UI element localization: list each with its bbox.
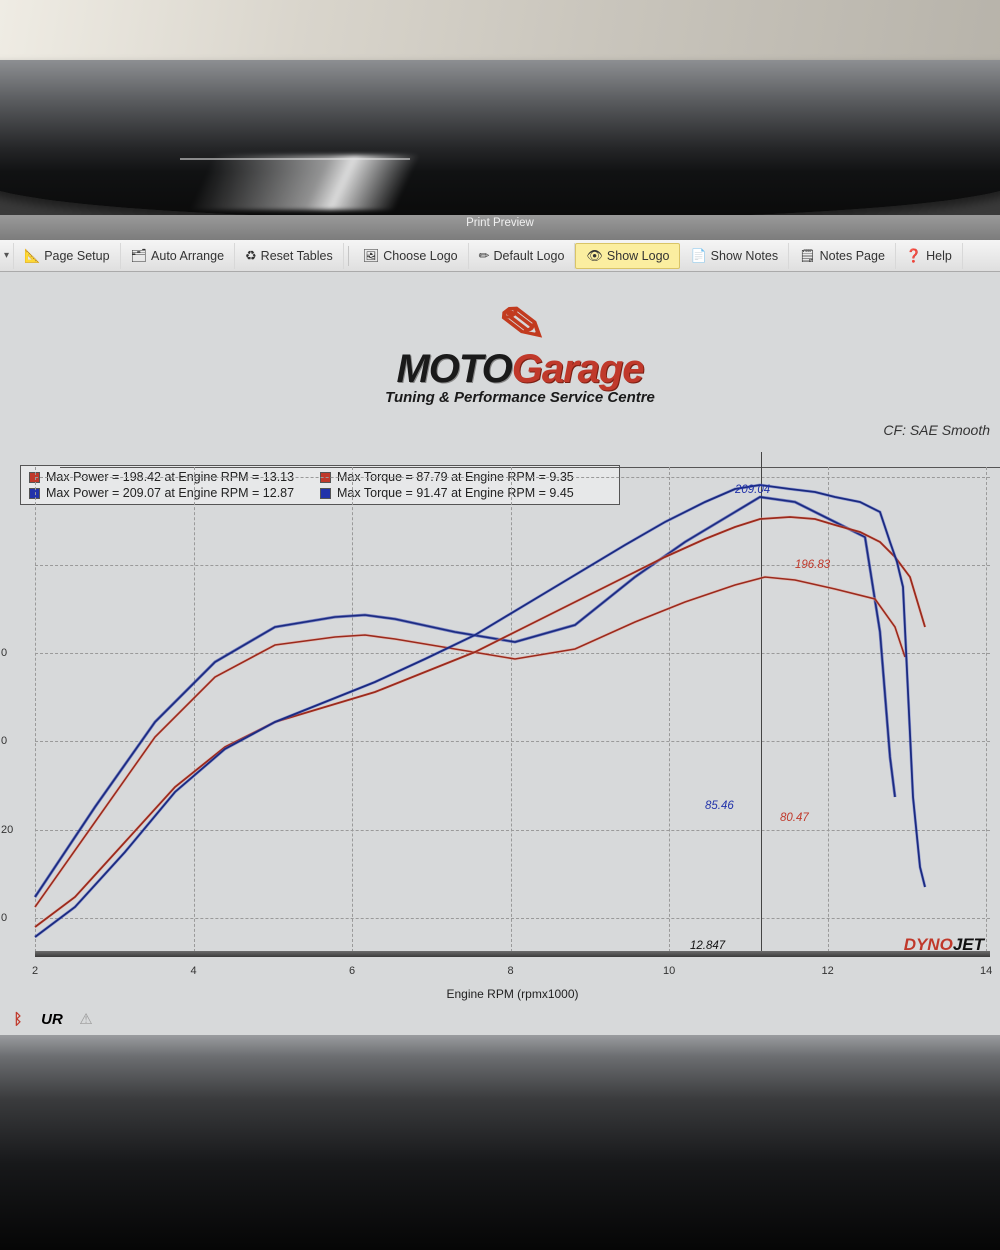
annotation-power-peak-blue: 209.04	[735, 484, 770, 496]
y-tick-0-mid2: 0	[1, 647, 7, 659]
reset-tables-icon: ♻	[245, 248, 257, 264]
app-toolbar: ▾ 📐 Page Setup 🗂 Auto Arrange ♻ Reset Ta…	[0, 240, 1000, 272]
toolbar-button-choose-logo[interactable]: 🖼 Choose Logo	[353, 243, 469, 269]
toolbar-label-help: Help	[926, 249, 952, 263]
toolbar-button-page-setup[interactable]: 📐 Page Setup	[14, 243, 121, 269]
toolbar-button-default-logo[interactable]: ✏ Default Logo	[469, 243, 576, 269]
x-tick-10: 10	[663, 965, 675, 977]
annotation-power-peak-red: 196.83	[795, 559, 830, 571]
toolbar-label-choose-logo: Choose Logo	[383, 249, 457, 263]
toolbar-label-show-logo: Show Logo	[607, 249, 670, 263]
annotation-torque-peak-red: 80.47	[780, 812, 809, 824]
report-content: ✎ MOTOGarage Tuning & Performance Servic…	[0, 272, 1000, 1035]
toolbar-button-reset-tables[interactable]: ♻ Reset Tables	[235, 243, 344, 269]
x-axis-title: Engine RPM (rpmx1000)	[35, 987, 990, 1001]
toolbar-label-auto-arrange: Auto Arrange	[151, 249, 224, 263]
toolbar-label-notes-page: Notes Page	[820, 249, 885, 263]
company-logo: ✎ MOTOGarage Tuning & Performance Servic…	[340, 297, 700, 406]
toolbar-divider-1	[348, 246, 349, 266]
help-icon: ❓	[906, 248, 922, 264]
logo-text-garage: Garage	[512, 347, 644, 391]
torque-curve-blue-halo	[35, 497, 895, 897]
toolbar-label-page-setup: Page Setup	[44, 249, 109, 263]
x-tick-6: 6	[349, 965, 355, 977]
toolbar-label-reset-tables: Reset Tables	[261, 249, 333, 263]
notes-page-icon: 🗒	[799, 248, 816, 264]
torque-curve-red-halo	[35, 577, 905, 907]
taskbar-icon-warning-triangle[interactable]: ⚠	[76, 1009, 96, 1029]
monitor-screen: Print Preview ▾ 📐 Page Setup 🗂 Auto Arra…	[0, 215, 1000, 1035]
logo-text-moto: MOTO	[396, 347, 511, 391]
power-curve-blue-halo	[35, 485, 925, 937]
toolbar-button-auto-arrange[interactable]: 🗂 Auto Arrange	[121, 243, 235, 269]
chart-plot-area[interactable]: 209.04 196.83 85.46 80.47 12.847 DYNOJET…	[35, 467, 990, 957]
show-notes-icon: 📄	[690, 248, 706, 264]
x-tick-12: 12	[822, 965, 834, 977]
y-tick-0-bottom: 0	[1, 912, 7, 924]
default-logo-icon: ✏	[479, 248, 490, 264]
annotation-torque-peak-blue: 85.46	[705, 800, 734, 812]
window-title-text: Print Preview	[0, 217, 1000, 229]
taskbar-icon-ur-logo[interactable]: UR	[42, 1009, 62, 1029]
dyno-chart: Max Power = 198.42 at Engine RPM = 13.13…	[10, 467, 990, 997]
power-curve-blue	[35, 485, 925, 937]
correction-factor-label: CF: SAE Smooth	[883, 422, 990, 438]
taskbar-icon-devil-logo[interactable]: ᛒ	[8, 1009, 28, 1029]
photo-scene: Print Preview ▾ 📐 Page Setup 🗂 Auto Arra…	[0, 0, 1000, 1250]
toolbar-button-show-logo[interactable]: 👁 Show Logo	[575, 243, 680, 269]
show-logo-icon: 👁	[586, 248, 603, 264]
bezel-seam-line	[180, 158, 410, 170]
windows-taskbar-icons: ᛒ UR ⚠	[8, 1009, 96, 1029]
chart-x-axis-line	[35, 951, 990, 957]
toolbar-button-help[interactable]: ❓ Help	[896, 243, 963, 269]
y-tick-0-mid1: 0	[1, 735, 7, 747]
y-tick-20: 20	[1, 824, 13, 836]
toolbar-dropdown-caret[interactable]: ▾	[0, 243, 14, 269]
page-setup-icon: 📐	[24, 248, 40, 264]
toolbar-button-show-notes[interactable]: 📄 Show Notes	[680, 243, 789, 269]
x-tick-14: 14	[980, 965, 992, 977]
toolbar-button-notes-page[interactable]: 🗒 Notes Page	[789, 243, 896, 269]
torque-curve-red	[35, 577, 905, 907]
x-tick-2: 2	[32, 965, 38, 977]
torque-curve-blue	[35, 497, 895, 897]
logo-swoosh-icon: ✎	[286, 297, 754, 351]
window-titlebar: Print Preview	[0, 215, 1000, 240]
monitor-bottom-bezel: SAMSUNG	[0, 1035, 1000, 1250]
dyno-curve-svg	[35, 467, 990, 957]
toolbar-label-show-notes: Show Notes	[711, 249, 778, 263]
choose-logo-icon: 🖼	[363, 248, 380, 264]
toolbar-label-default-logo: Default Logo	[494, 249, 565, 263]
x-tick-8: 8	[508, 965, 514, 977]
auto-arrange-icon: 🗂	[131, 248, 148, 264]
x-tick-4: 4	[190, 965, 196, 977]
monitor-top-bezel	[0, 60, 1000, 220]
logo-subtitle: Tuning & Performance Service Centre	[340, 389, 700, 406]
